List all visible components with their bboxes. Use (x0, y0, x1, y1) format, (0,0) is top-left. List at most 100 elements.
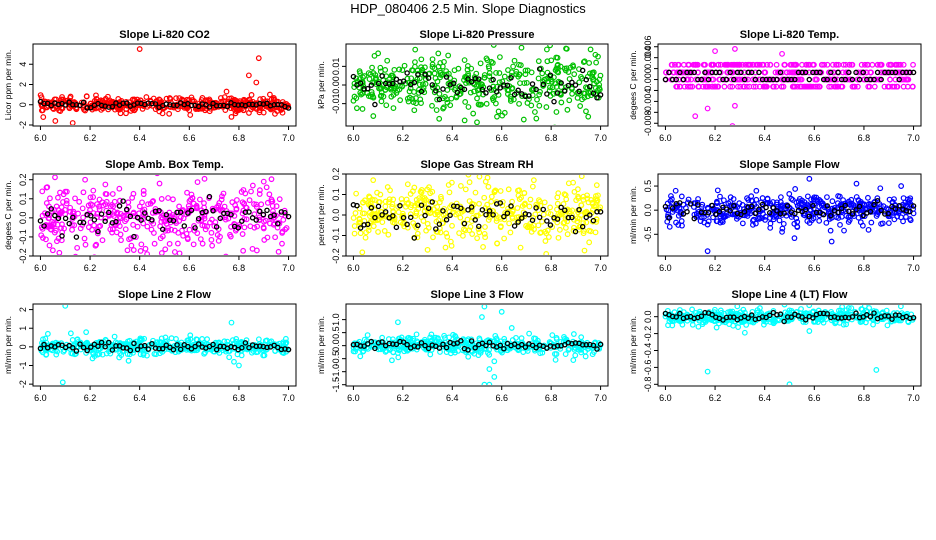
outlier-point (375, 50, 382, 57)
data-point (824, 194, 830, 200)
reference-point (572, 228, 579, 235)
data-point (361, 73, 368, 79)
reference-point (159, 226, 166, 233)
reference-point (415, 71, 421, 78)
x-tick-label: 6.6 (495, 393, 508, 403)
data-point (816, 203, 823, 210)
data-point (256, 217, 263, 224)
data-point (838, 307, 844, 314)
data-point (37, 92, 44, 98)
reference-point (544, 218, 550, 224)
data-point (168, 226, 175, 233)
data-point (811, 194, 818, 201)
data-point (710, 214, 716, 221)
data-point (365, 227, 372, 234)
data-point (159, 110, 166, 117)
data-point (587, 228, 594, 235)
reference-point (379, 73, 385, 79)
data-point (476, 200, 482, 207)
data-point (264, 98, 271, 105)
data-point (759, 195, 766, 201)
data-point (239, 231, 246, 237)
data-point (570, 179, 577, 186)
data-point (276, 196, 283, 203)
y-axis-label: ml/min per min. (628, 186, 638, 244)
data-point (201, 215, 208, 222)
data-point (176, 250, 183, 255)
data-point (429, 64, 436, 70)
reference-point (77, 341, 83, 347)
data-point (117, 110, 124, 117)
reference-point (590, 217, 597, 224)
data-point (190, 241, 197, 248)
y-axis-label: ml/min per min. (628, 316, 638, 374)
data-point (516, 187, 523, 194)
reference-point (554, 90, 561, 96)
data-point (514, 346, 521, 353)
data-point (139, 105, 146, 112)
data-point (520, 116, 527, 123)
data-point (467, 223, 474, 230)
data-point (420, 218, 427, 224)
data-point (846, 61, 853, 68)
reference-point (910, 314, 917, 321)
data-point (827, 227, 834, 234)
data-point (69, 350, 76, 357)
data-point (69, 337, 76, 343)
data-point (350, 344, 357, 351)
data-point (413, 208, 420, 215)
plot-frame (32, 303, 297, 387)
data-point (893, 61, 899, 68)
chart-main-title: HDP_080406 2.5 Min. Slope Diagnostics (350, 1, 586, 16)
data-point (767, 200, 774, 207)
data-point (171, 249, 178, 255)
data-point (897, 305, 904, 310)
reference-point (727, 208, 733, 214)
data-point (486, 214, 493, 221)
reference-point (522, 344, 529, 350)
data-points (37, 305, 292, 385)
data-point (243, 216, 250, 223)
reference-point (885, 313, 892, 319)
reference-point (468, 79, 475, 85)
reference-point (853, 207, 859, 213)
data-point (124, 351, 131, 357)
outlier-point (873, 367, 880, 373)
reference-point (713, 211, 719, 218)
data-point (125, 199, 132, 206)
x-tick-label: 6.0 (659, 263, 672, 273)
data-point (204, 223, 211, 230)
data-point (806, 305, 813, 309)
reference-point (828, 69, 834, 76)
data-point (804, 83, 811, 90)
x-tick-label: 6.0 (659, 393, 672, 403)
data-point (663, 69, 670, 76)
data-point (730, 322, 737, 329)
data-point (709, 83, 716, 90)
data-point (184, 236, 191, 243)
data-points (37, 46, 292, 125)
reference-point (393, 76, 400, 82)
data-point (352, 210, 359, 216)
reference-point (354, 202, 360, 209)
data-point (509, 198, 516, 205)
data-point (516, 196, 523, 202)
data-point (581, 247, 588, 254)
data-point (87, 219, 94, 226)
data-point (98, 214, 104, 221)
data-point (888, 318, 895, 325)
data-point (849, 61, 856, 68)
x-tick-label: 6.4 (446, 133, 459, 143)
y-tick-label: -0.8 (643, 377, 653, 393)
data-point (871, 83, 878, 90)
reference-point (526, 93, 532, 99)
reference-point (88, 104, 94, 111)
reference-point (80, 99, 87, 106)
reference-point (461, 220, 468, 227)
data-point (546, 87, 553, 94)
data-points (662, 305, 917, 385)
data-point (510, 96, 517, 103)
reference-point (447, 212, 453, 219)
data-point (826, 83, 833, 90)
reference-point (896, 312, 902, 318)
